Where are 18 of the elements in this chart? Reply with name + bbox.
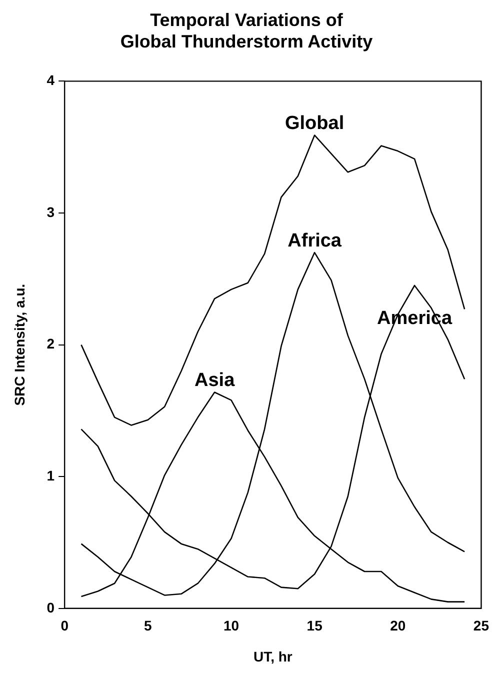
y-tick-label: 3 [46, 204, 55, 220]
series-label: Global [285, 112, 344, 134]
y-tick-label: 1 [46, 467, 55, 484]
x-tick-label: 0 [60, 618, 69, 634]
x-tick-label: 5 [144, 618, 152, 634]
x-axis-title: UT, hr [253, 648, 293, 664]
x-tick-label: 25 [473, 618, 490, 634]
y-axis-title: SRC Intensity, a.u. [11, 284, 28, 406]
y-tick-label: 4 [46, 72, 55, 88]
y-tick-label: 0 [46, 599, 55, 616]
x-tick-label: 10 [223, 618, 240, 634]
series-label: Africa [288, 230, 342, 252]
text: Temporal Variations of [150, 10, 343, 30]
x-tick-label: 20 [390, 618, 406, 634]
series-label: Asia [194, 370, 236, 391]
y-tick-label: 2 [46, 336, 55, 352]
x-tick-label: 15 [306, 618, 323, 634]
text: Global Thunderstorm Activity [120, 31, 373, 52]
